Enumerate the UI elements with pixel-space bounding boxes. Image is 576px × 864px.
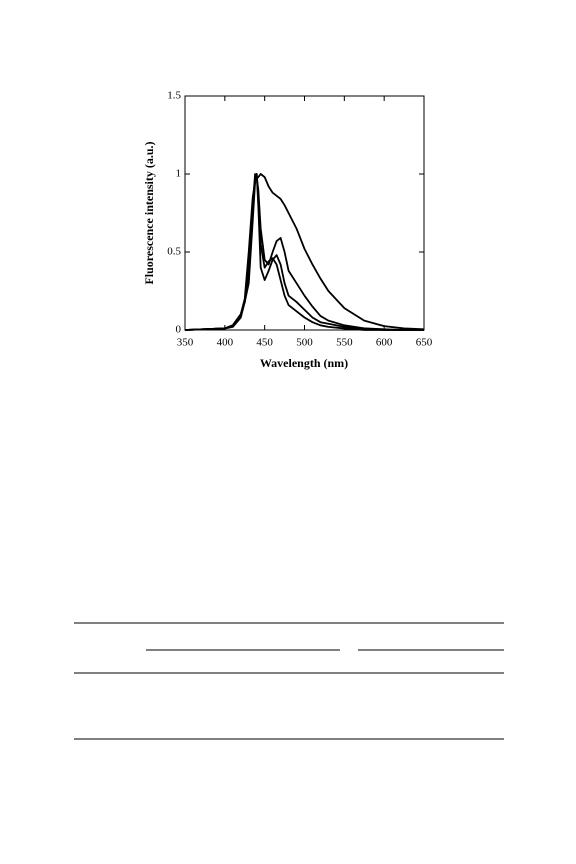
y-tick-label: 0	[176, 324, 182, 336]
x-tick-label: 600	[376, 337, 393, 349]
y-axis-label: Fluorescence intensity (a.u.)	[142, 141, 156, 284]
x-axis-label: Wavelength (nm)	[260, 356, 348, 370]
y-tick-label: 0.5	[167, 246, 181, 258]
x-tick-label: 500	[296, 337, 313, 349]
x-tick-label: 550	[336, 337, 353, 349]
series-line	[184, 173, 424, 331]
y-tick-label: 1.5	[167, 90, 181, 102]
series-line	[184, 173, 425, 331]
x-tick-label: 400	[217, 337, 234, 349]
x-tick-label: 450	[256, 337, 273, 349]
x-tick-label: 650	[416, 337, 433, 349]
series-line	[184, 173, 424, 331]
series-line	[184, 173, 424, 331]
x-tick-label: 350	[177, 337, 194, 349]
y-tick-label: 1	[176, 168, 182, 180]
